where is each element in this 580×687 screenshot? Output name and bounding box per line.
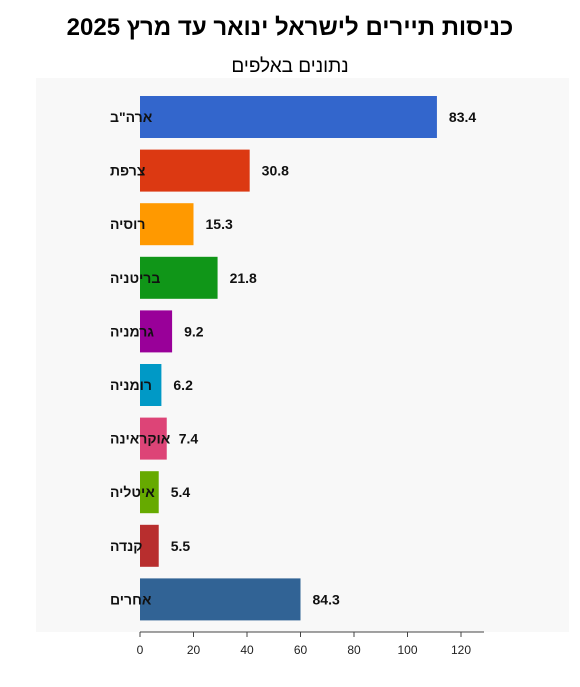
- bar-7: [140, 471, 159, 514]
- category-label-4: גרמניה: [110, 323, 154, 339]
- value-label-6: 7.4: [179, 431, 199, 447]
- x-tick-label-5: 100: [397, 643, 417, 657]
- bar-5: [140, 364, 162, 406]
- x-tick-label-4: 80: [347, 643, 361, 657]
- category-label-0: ארה"ב: [110, 109, 153, 125]
- value-label-7: 5.4: [171, 484, 191, 500]
- x-tick-label-0: 0: [137, 643, 144, 657]
- bar-6: [140, 417, 167, 460]
- category-label-2: רוסיה: [110, 216, 145, 232]
- x-tick-label-1: 20: [187, 643, 201, 657]
- category-label-5: רומניה: [110, 377, 152, 393]
- value-label-1: 30.8: [262, 163, 289, 179]
- category-label-1: צרפת: [110, 163, 145, 179]
- bar-0: [140, 96, 437, 138]
- category-label-3: בריטניה: [110, 270, 160, 286]
- bars-group: ארה"ב 83.4 צרפת 30.8 רוסיה 15.3 בריטניה 21.8 גרמ…: [110, 96, 476, 621]
- chart-title: כניסות תיירים לישראל ינואר עד מרץ 2025: [66, 14, 514, 41]
- x-tick-label-2: 40: [240, 643, 254, 657]
- value-label-0: 83.4: [449, 109, 476, 125]
- value-label-2: 15.3: [206, 216, 233, 232]
- plot-background: [36, 78, 569, 632]
- bar-2: [140, 203, 194, 246]
- category-label-9: אחרים: [110, 591, 152, 607]
- chart-subtitle: נתונים באלפים: [231, 56, 349, 77]
- value-label-8: 5.5: [171, 538, 191, 554]
- value-label-3: 21.8: [230, 270, 257, 286]
- bar-8: [140, 524, 159, 567]
- category-label-6: אוקראינה: [110, 431, 171, 447]
- value-label-9: 84.3: [313, 591, 340, 607]
- bar-9: [140, 578, 301, 621]
- x-tick-label-3: 60: [294, 643, 308, 657]
- category-label-7: איטליה: [110, 484, 155, 500]
- category-label-8: קנדה: [110, 538, 142, 554]
- x-axis: 0 20 40 60 80 100 120: [137, 631, 484, 657]
- value-label-5: 6.2: [173, 377, 193, 393]
- x-tick-label-6: 120: [451, 643, 471, 657]
- value-label-4: 9.2: [184, 323, 204, 339]
- bar-4: [140, 310, 173, 353]
- bar-3: [140, 256, 218, 299]
- bar-1: [140, 149, 250, 192]
